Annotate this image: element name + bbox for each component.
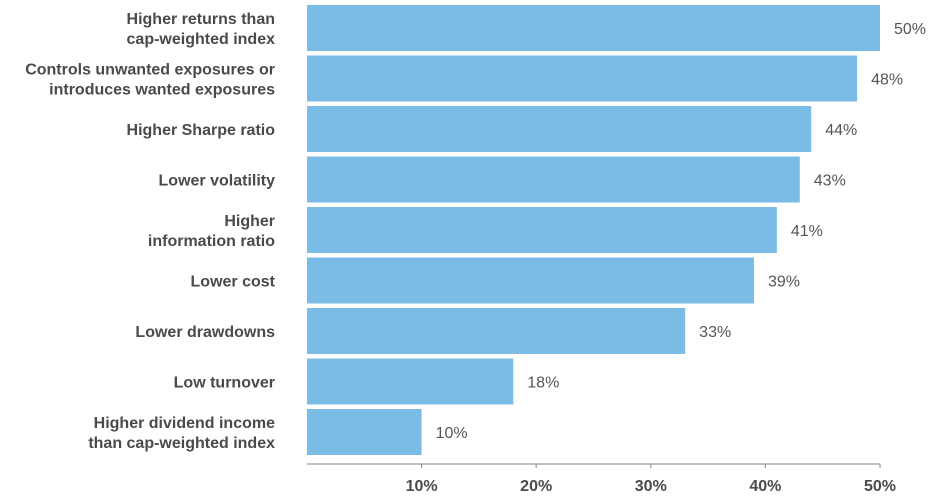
bar-value-label: 18% [527,375,559,392]
bar [307,5,880,51]
bar [307,257,754,304]
bar [307,106,812,152]
category-label: Lower drawdowns [135,324,275,341]
category-label: than cap-weighted index [88,435,275,452]
category-label: cap-weighted index [127,31,276,48]
x-axis-ticks: 10% 20% 30% 40% 50% [406,464,896,495]
bar-value-label: 41% [791,223,823,240]
bar [307,207,777,253]
bar-value-label: 43% [814,173,846,190]
category-label: Higher [224,213,275,230]
category-labels: Higher returns than cap-weighted index Con… [25,11,275,452]
x-tick-label: 50% [864,478,896,495]
category-label: Low turnover [174,375,275,392]
category-label: Higher dividend income [94,415,275,432]
bar [307,409,422,455]
bar-value-label: 39% [768,274,800,291]
category-label: Higher Sharpe ratio [127,122,276,139]
category-label: Controls unwanted exposures or [25,62,275,79]
bar [307,358,514,405]
category-label: introduces wanted exposures [49,82,275,99]
bar [307,156,800,203]
x-tick-label: 30% [635,478,667,495]
x-tick-label: 20% [520,478,552,495]
category-label: Lower cost [191,274,276,291]
x-tick-label: 10% [406,478,438,495]
category-label: Lower volatility [159,173,276,190]
bars-layer [307,5,880,455]
bar [307,308,686,354]
bar-value-label: 48% [871,72,903,89]
x-tick-label: 40% [749,478,781,495]
category-label: information ratio [148,233,275,250]
bar-value-label: 50% [894,21,926,38]
bar-value-label: 44% [825,122,857,139]
category-label: Higher returns than [127,11,275,28]
bar-value-label: 33% [699,324,731,341]
bar [307,55,858,102]
bar-value-label: 10% [436,425,468,442]
value-labels: 50% 48% 44% 43% 41% 39% 33% 18% 10% [436,21,926,442]
